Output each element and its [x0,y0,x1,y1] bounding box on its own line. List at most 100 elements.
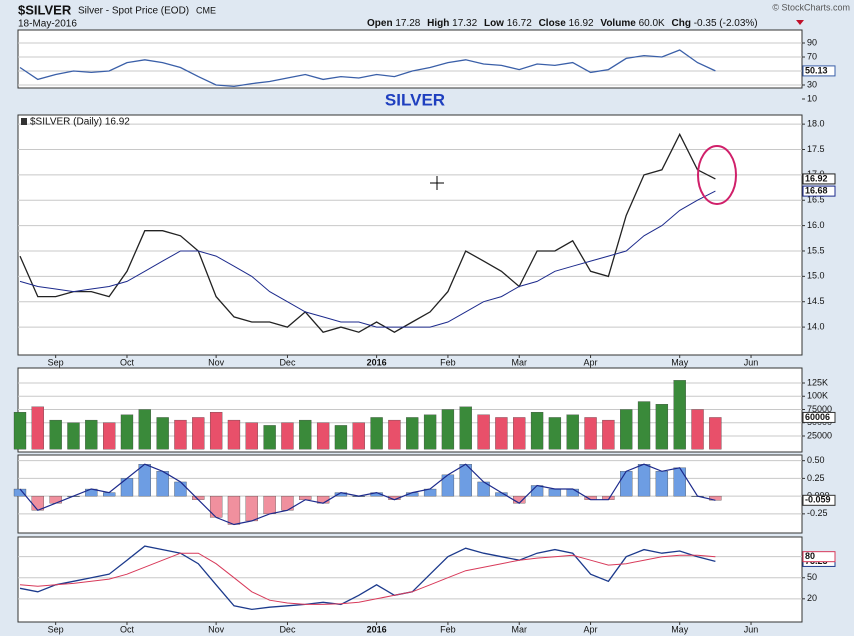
x-tick-label: Jun [744,357,759,367]
bar [352,422,365,450]
bar [281,422,294,450]
bar [709,417,722,450]
legend-icon [21,118,27,125]
last-value-box [802,494,836,506]
y-tick-label: 18.0 [807,119,825,129]
panel [17,536,803,623]
bar [227,419,241,450]
bar [548,417,562,450]
x-tick-label: May [671,357,689,367]
last-value-label: 60006 [805,412,830,422]
credit: © StockCharts.com [772,2,850,12]
y-tick-label: 14.0 [807,321,825,331]
bar [85,419,98,450]
bar [691,409,704,450]
x-tick-label: Feb [440,624,456,634]
x-tick-label: Nov [208,357,225,367]
quote-value: 16.92 [569,18,594,29]
y-tick-label: 16.5 [807,195,825,205]
x-tick-label: Mar [511,357,527,367]
highlight-circle [697,145,737,205]
bar [245,495,258,522]
x-tick-label: Sep [48,624,64,634]
y-tick-label: 100K [807,391,828,401]
bar [263,425,276,450]
bar [566,488,579,497]
x-tick-label: Apr [584,624,598,634]
down-arrow [796,20,804,25]
last-value-box [802,173,836,185]
x-tick-label: May [671,624,689,634]
y-tick-label: 0.50 [807,455,825,465]
bar [120,414,134,450]
bar [227,495,241,525]
bar [156,417,169,450]
series-line [19,552,716,605]
bar [103,422,116,450]
bar [673,467,686,497]
bar [513,417,526,450]
quote-label: High [427,18,449,29]
symbol: $SILVER [18,2,72,17]
last-value-label: 16.68 [805,185,828,195]
quote-label: Close [539,18,567,29]
exchange: CME [196,5,216,15]
quote-value: 17.28 [395,18,420,29]
y-tick-label: 50 [807,572,817,582]
x-tick-label: Dec [279,624,296,634]
last-value-label: 50.13 [805,65,828,75]
bar [388,419,401,450]
last-value-box [802,551,836,563]
bar [209,411,223,450]
bar [13,488,27,497]
bar [13,411,27,450]
y-tick-label: 16.0 [807,220,825,230]
series-line [19,49,716,88]
x-tick-label: Feb [440,357,456,367]
y-tick-label: 75000 [807,404,832,414]
bar [637,401,651,450]
quote-value: 60.0K [639,18,665,29]
x-tick-label: Oct [120,624,135,634]
chart-title: SILVER [385,90,445,109]
panel [17,29,803,89]
bar [423,414,437,450]
bar [138,409,151,450]
bar [174,419,187,450]
quote-label: Chg [671,18,690,29]
date: 18-May-2016 [18,19,77,30]
bar [655,404,669,450]
last-value-label: 80 [805,551,815,561]
y-tick-label: 125K [807,377,828,387]
bar [174,481,187,497]
y-tick-label: -0.25 [807,508,828,518]
bar [67,422,80,450]
bar [566,414,579,450]
quote-value: -0.35 (-2.03%) [694,18,758,29]
y-tick-label: 70 [807,51,817,61]
bar [548,488,562,497]
y-tick-label: 90 [807,37,817,47]
x-tick-label: Oct [120,357,135,367]
series-line [19,463,716,526]
y-tick-label: 30 [807,79,817,89]
bar [584,417,597,450]
x-tick-label: 2016 [367,624,387,634]
bar [459,406,472,450]
bar [192,417,205,450]
bar [495,417,508,450]
last-value-box [802,65,836,77]
bar [655,471,669,497]
bar [620,471,633,497]
series-line [19,545,716,611]
description: Silver - Spot Price (EOD) [78,6,189,17]
quote-label: Volume [600,18,636,29]
bar [138,464,151,497]
bar [530,485,544,497]
x-tick-label: Nov [208,624,225,634]
bar [406,417,419,450]
quote-value: 17.32 [452,18,477,29]
bar [209,495,223,518]
